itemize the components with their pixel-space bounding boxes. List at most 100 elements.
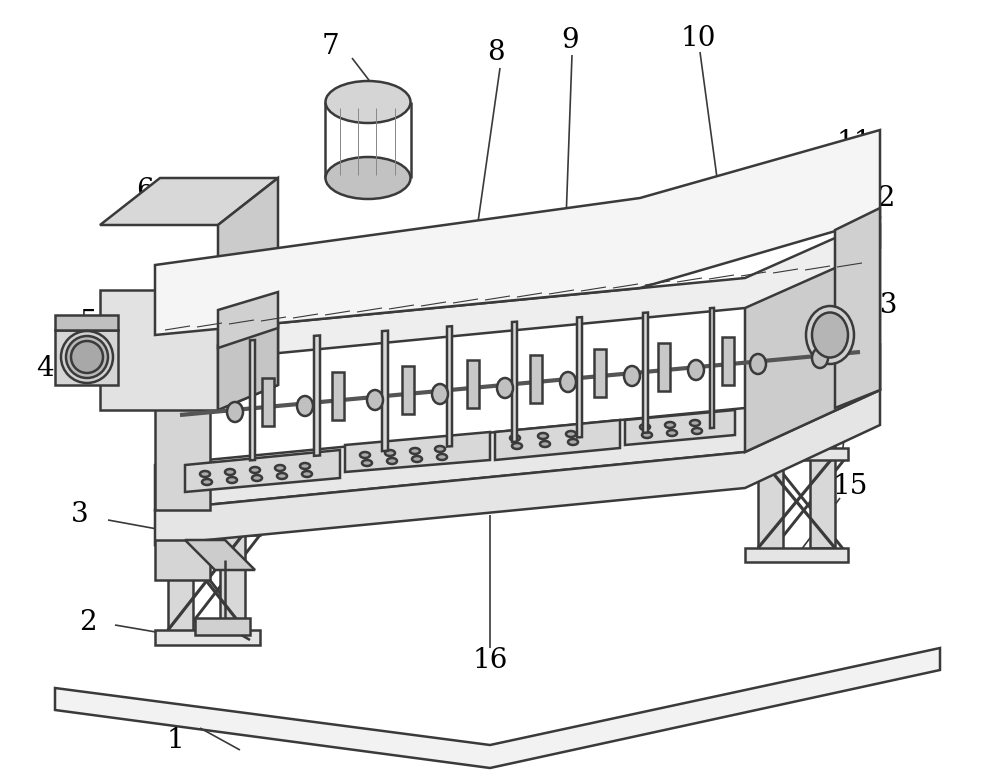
Polygon shape xyxy=(185,450,340,492)
Polygon shape xyxy=(168,532,193,640)
Polygon shape xyxy=(332,372,344,420)
Ellipse shape xyxy=(326,157,411,199)
Ellipse shape xyxy=(360,452,370,458)
Ellipse shape xyxy=(227,402,243,422)
Ellipse shape xyxy=(667,430,677,436)
Polygon shape xyxy=(100,290,218,410)
Ellipse shape xyxy=(642,432,652,438)
Polygon shape xyxy=(155,130,880,335)
Polygon shape xyxy=(345,432,490,472)
Ellipse shape xyxy=(297,396,313,416)
Text: 11: 11 xyxy=(836,128,872,156)
Text: 16: 16 xyxy=(472,647,508,674)
Text: 8: 8 xyxy=(487,38,505,65)
Ellipse shape xyxy=(750,354,766,374)
Polygon shape xyxy=(155,540,210,580)
Polygon shape xyxy=(710,308,714,428)
Polygon shape xyxy=(55,648,940,768)
Ellipse shape xyxy=(437,454,447,460)
Polygon shape xyxy=(218,325,278,410)
Polygon shape xyxy=(658,343,670,391)
Ellipse shape xyxy=(640,424,650,430)
Text: 14: 14 xyxy=(834,381,870,408)
Text: 4: 4 xyxy=(36,355,54,381)
Polygon shape xyxy=(758,455,783,560)
Ellipse shape xyxy=(512,443,522,449)
Ellipse shape xyxy=(410,448,420,454)
Ellipse shape xyxy=(806,306,854,364)
Ellipse shape xyxy=(252,475,262,481)
Polygon shape xyxy=(155,345,880,510)
Polygon shape xyxy=(382,331,388,451)
Polygon shape xyxy=(55,330,118,385)
Ellipse shape xyxy=(367,390,383,410)
Polygon shape xyxy=(155,340,210,510)
Polygon shape xyxy=(195,618,250,635)
Ellipse shape xyxy=(225,469,235,475)
Polygon shape xyxy=(100,178,278,225)
Polygon shape xyxy=(745,448,848,460)
Ellipse shape xyxy=(61,331,113,383)
Polygon shape xyxy=(220,522,245,630)
Ellipse shape xyxy=(66,336,108,378)
Ellipse shape xyxy=(560,372,576,392)
Polygon shape xyxy=(495,420,620,460)
Ellipse shape xyxy=(538,433,548,439)
Polygon shape xyxy=(745,225,880,452)
Ellipse shape xyxy=(412,456,422,462)
Text: 6: 6 xyxy=(136,177,154,204)
Polygon shape xyxy=(218,292,278,348)
Ellipse shape xyxy=(690,420,700,426)
Polygon shape xyxy=(155,218,880,365)
Ellipse shape xyxy=(435,446,445,452)
Ellipse shape xyxy=(568,439,578,445)
Polygon shape xyxy=(594,349,606,397)
Ellipse shape xyxy=(812,313,848,358)
Text: 2: 2 xyxy=(79,608,97,636)
Ellipse shape xyxy=(302,471,312,477)
Polygon shape xyxy=(577,317,582,437)
Polygon shape xyxy=(835,208,880,408)
Polygon shape xyxy=(530,355,542,403)
Text: 1: 1 xyxy=(166,727,184,754)
Ellipse shape xyxy=(688,360,704,380)
Ellipse shape xyxy=(71,341,103,373)
Polygon shape xyxy=(745,548,848,562)
Ellipse shape xyxy=(387,458,397,464)
Text: 10: 10 xyxy=(680,24,716,51)
Ellipse shape xyxy=(692,428,702,434)
Ellipse shape xyxy=(326,81,411,123)
Text: 3: 3 xyxy=(71,502,89,528)
Text: 9: 9 xyxy=(561,26,579,54)
Ellipse shape xyxy=(275,465,285,471)
Polygon shape xyxy=(314,335,320,456)
Ellipse shape xyxy=(250,467,260,473)
Polygon shape xyxy=(218,178,278,410)
Polygon shape xyxy=(250,340,255,461)
Polygon shape xyxy=(155,522,260,535)
Ellipse shape xyxy=(812,348,828,368)
Polygon shape xyxy=(447,326,452,447)
Polygon shape xyxy=(155,630,260,645)
Text: 12: 12 xyxy=(860,184,896,212)
Ellipse shape xyxy=(300,463,310,469)
Ellipse shape xyxy=(665,422,675,428)
Ellipse shape xyxy=(277,473,287,479)
Polygon shape xyxy=(722,337,734,385)
Polygon shape xyxy=(643,313,648,433)
Ellipse shape xyxy=(624,366,640,386)
Polygon shape xyxy=(512,321,517,442)
Ellipse shape xyxy=(362,460,372,466)
Ellipse shape xyxy=(227,477,237,483)
Text: 7: 7 xyxy=(321,33,339,59)
Text: 13: 13 xyxy=(862,292,898,318)
Ellipse shape xyxy=(566,431,576,437)
Polygon shape xyxy=(402,366,414,414)
Ellipse shape xyxy=(432,384,448,404)
Ellipse shape xyxy=(200,471,210,477)
Ellipse shape xyxy=(497,378,513,398)
Polygon shape xyxy=(262,378,274,426)
Text: 5: 5 xyxy=(79,309,97,335)
Polygon shape xyxy=(155,390,880,545)
Ellipse shape xyxy=(540,441,550,447)
